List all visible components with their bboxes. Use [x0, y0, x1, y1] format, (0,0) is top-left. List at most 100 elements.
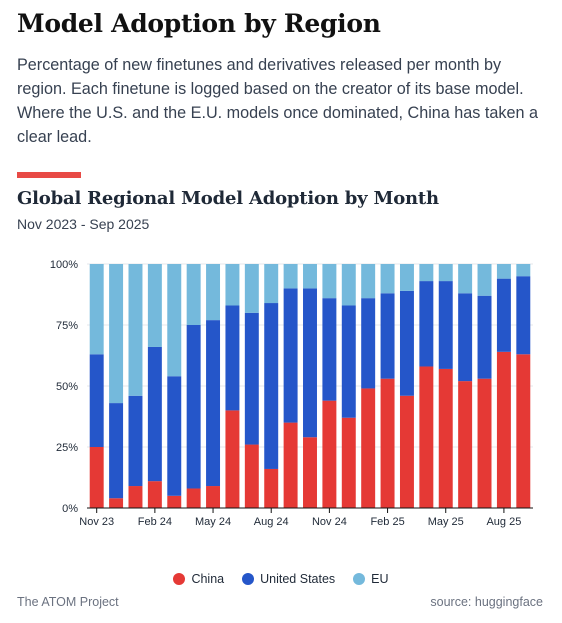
bar-segment-china [399, 395, 414, 508]
chart-title: Global Regional Model Adoption by Month [17, 188, 439, 209]
x-tick-label: Nov 23 [79, 516, 114, 528]
bar-segment-united-states [496, 278, 511, 352]
bar-segment-china [264, 468, 279, 508]
bar-segment-united-states [147, 346, 162, 482]
bar-segment-eu [341, 264, 356, 306]
bar-segment-united-states [438, 281, 453, 369]
bar-segment-china [458, 381, 473, 508]
legend-swatch [353, 573, 366, 585]
y-tick-label: 0% [62, 503, 78, 515]
bar-segment-united-states [419, 281, 434, 367]
bar-segment-eu [225, 264, 240, 306]
bar-segment-china [128, 486, 143, 508]
page-description: Percentage of new finetunes and derivati… [17, 56, 538, 146]
bar-segment-united-states [128, 395, 143, 487]
x-tick-label: Aug 25 [486, 516, 521, 528]
bar-segment-eu [128, 264, 143, 396]
bar-segment-eu [399, 264, 414, 291]
bar-segment-united-states [89, 354, 104, 447]
bar-segment-china [244, 444, 259, 508]
bar-segment-china [283, 422, 298, 508]
bar-segment-eu [283, 264, 298, 289]
bar-segment-united-states [109, 403, 124, 499]
bar-segment-eu [186, 264, 201, 325]
x-tick-label: Feb 25 [370, 516, 404, 528]
x-tick-label: May 25 [428, 516, 464, 528]
bar-segment-china [303, 437, 317, 508]
bar-segment-eu [322, 264, 337, 299]
bar-segment-united-states [303, 288, 317, 438]
bar-segment-united-states [341, 305, 356, 418]
x-tick-label: Nov 24 [312, 516, 347, 528]
stacked-bar-chart: 0% 25% 50% 75% 100% Nov 23 Feb 24 May 24 Aug 24 N… [50, 259, 533, 528]
footer-source: source: huggingface [430, 595, 543, 609]
legend-item: EU [353, 572, 389, 586]
bar-segment-china [438, 368, 453, 508]
footer-credit: The ATOM Project [17, 595, 119, 609]
bar-segment-united-states [516, 276, 531, 355]
bar-segment-united-states [477, 295, 492, 379]
bar-segment-eu [438, 264, 453, 282]
bar-segment-eu [303, 264, 317, 289]
bar-segment-china [516, 354, 531, 508]
bar-segment-eu [167, 264, 182, 377]
bar-segment-united-states [361, 298, 376, 389]
x-tick-label: Feb 24 [138, 516, 172, 528]
x-tick-label: Aug 24 [254, 516, 289, 528]
y-tick-label: 50% [56, 381, 78, 393]
bar-segment-china [225, 410, 240, 508]
bar-segment-china [341, 417, 356, 508]
bar-segment-eu [89, 264, 104, 355]
bar-segment-eu [361, 264, 376, 299]
page-title: Model Adoption by Region [17, 9, 381, 38]
bar-segment-united-states [283, 288, 298, 423]
bar-segment-china [322, 400, 337, 508]
bar-segment-china [89, 447, 104, 508]
bar-segment-china [109, 498, 124, 508]
bar-segment-united-states [322, 298, 337, 401]
bar-segment-united-states [225, 305, 240, 411]
bar-segment-united-states [380, 293, 395, 379]
bar-segment-china [167, 495, 182, 508]
bar-segment-china [380, 378, 395, 508]
bar-segment-united-states [206, 320, 221, 487]
bar-segment-eu [244, 264, 259, 313]
chart-legend: China United States EU [0, 572, 562, 586]
bar-segment-eu [206, 264, 221, 321]
bar-segment-united-states [186, 325, 201, 489]
bar-segment-united-states [167, 376, 182, 496]
y-tick-label: 25% [56, 442, 78, 454]
bar-segment-china [186, 488, 201, 508]
bar-segment-eu [419, 264, 434, 282]
legend-item: United States [242, 572, 335, 586]
bar-segment-united-states [264, 303, 279, 469]
accent-bar [17, 172, 81, 178]
bar-segment-eu [264, 264, 279, 304]
x-tick-label: May 24 [195, 516, 231, 528]
bar-segment-eu [147, 264, 162, 347]
bar-segment-eu [380, 264, 395, 294]
bar-segment-china [206, 486, 221, 508]
bar-segment-united-states [458, 293, 473, 382]
y-tick-label: 75% [56, 320, 78, 332]
legend-swatch [242, 573, 255, 585]
bar-segment-eu [496, 264, 511, 279]
legend-swatch [173, 573, 186, 585]
legend-label: EU [371, 572, 389, 586]
bar-segment-china [361, 388, 376, 508]
bar-segment-eu [458, 264, 473, 294]
bar-segment-eu [109, 264, 124, 404]
bar-segment-china [147, 481, 162, 508]
bar-segment-united-states [399, 290, 414, 396]
bar-segment-china [496, 351, 511, 508]
legend-item: China [173, 572, 224, 586]
bar-segment-china [419, 366, 434, 508]
y-tick-label: 100% [50, 259, 78, 271]
legend-label: United States [260, 572, 336, 586]
bar-segment-eu [516, 264, 531, 277]
bar-segment-china [477, 378, 492, 508]
chart-subtitle: Nov 2023 - Sep 2025 [17, 216, 150, 232]
legend-label: China [191, 572, 225, 586]
bar-segment-eu [477, 264, 492, 296]
